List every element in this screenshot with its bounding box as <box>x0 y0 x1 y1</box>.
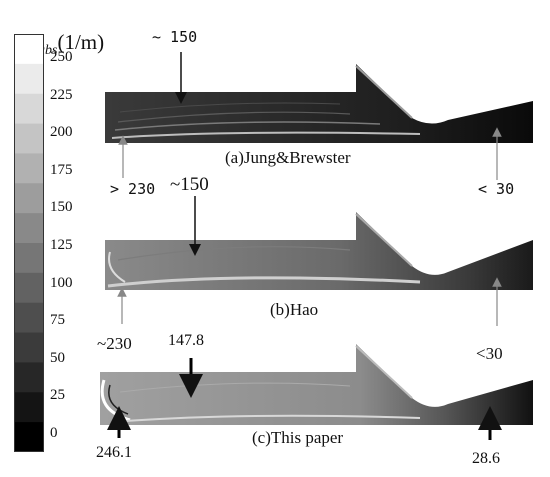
colorbar-band <box>14 362 44 393</box>
colorbar-band <box>14 243 44 274</box>
panel-b-contour <box>355 213 413 267</box>
annotation-b-inlet: ~230 <box>97 334 132 353</box>
panel-b-contour <box>108 251 126 283</box>
panel-a-streak <box>117 111 351 123</box>
colorbar-band <box>14 153 44 184</box>
colorbar-tick-label: 200 <box>50 124 73 141</box>
panel-b-geometry <box>105 212 533 290</box>
annotation-a-exit: < 30 <box>478 180 515 198</box>
panel-a-caption: (a)Jung&Brewster <box>225 148 351 167</box>
colorbar-band <box>14 392 44 423</box>
colorbar-tick-label: 150 <box>50 199 73 216</box>
panel-b-caption: (b)Hao <box>270 300 319 319</box>
panel-c-contour <box>119 382 351 393</box>
panel-a-streak <box>355 65 413 119</box>
panel-c-caption: (c)This paper <box>252 428 344 447</box>
colorbar-tick-label: 100 <box>50 274 73 291</box>
colorbar-band <box>14 93 44 125</box>
colorbar-tick-label: 0 <box>50 425 58 441</box>
colorbar-tick-label: 50 <box>50 349 65 366</box>
colorbar-band <box>14 422 44 452</box>
panel-c <box>100 344 533 425</box>
colorbar <box>14 34 44 452</box>
colorbar-band <box>14 63 44 95</box>
panel-c-contour <box>355 345 413 399</box>
annotation-a-upper: ~ 150 <box>152 28 198 46</box>
panel-b-contour <box>107 276 421 288</box>
panel-c-contour <box>111 414 421 423</box>
colorbar-band <box>14 213 44 244</box>
annotation-c-upper: 147.8 <box>168 332 204 349</box>
annotation-b-exit: <30 <box>476 344 503 363</box>
annotation-a-inlet: > 230 <box>110 180 156 198</box>
panel-a-streak <box>119 102 341 113</box>
colorbar-band <box>14 302 44 334</box>
panel-b-contour <box>117 246 351 261</box>
colorbar-tick-label: 75 <box>50 312 65 329</box>
colorbar-tick-label: 125 <box>50 237 73 253</box>
panel-a-streak <box>111 131 421 139</box>
colorbar-tick-label: 225 <box>50 86 73 103</box>
colorbar-band <box>14 123 44 154</box>
colorbar-band <box>14 272 44 304</box>
colorbar-tick-label: 250 <box>50 49 73 65</box>
colorbar-band <box>14 34 44 65</box>
panel-b <box>105 212 533 290</box>
colorbar-band <box>14 183 44 214</box>
annotation-c-inlet: 246.1 <box>96 444 132 461</box>
colorbar-tick-label: 25 <box>50 387 65 404</box>
colorbar-tick-label: 175 <box>50 161 73 178</box>
colorbar-title-unit: (1/m) <box>57 30 105 54</box>
colorbar-border <box>14 34 44 452</box>
colorbar-band <box>14 332 44 363</box>
panel-a-streak <box>114 121 381 131</box>
panel-a <box>105 64 533 143</box>
annotation-b-upper: ~150 <box>170 174 209 195</box>
annotation-c-exit: 28.6 <box>472 450 500 467</box>
